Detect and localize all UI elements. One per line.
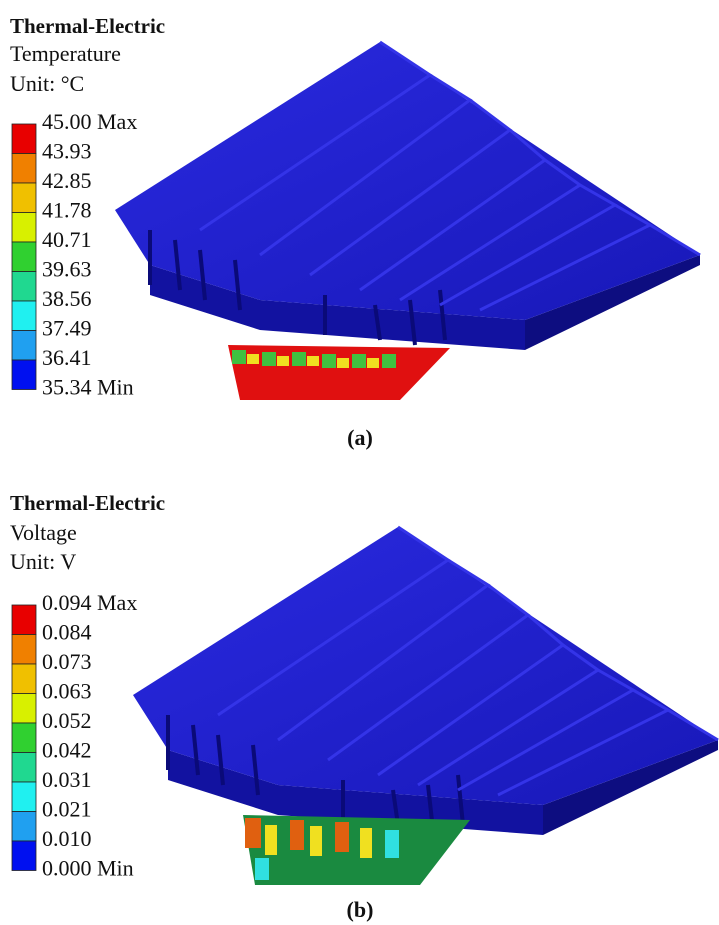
thermoelectric-module [243, 815, 470, 885]
colorbar-label: 35.34 Min [42, 375, 134, 400]
colorbar-segment [12, 694, 36, 724]
panel-title: Thermal-Electric [10, 14, 165, 38]
colorbar-segment [12, 183, 36, 213]
colorbar-label: 43.93 [42, 139, 92, 164]
heat-sink-model [115, 42, 700, 350]
colorbar [12, 124, 36, 390]
colorbar-segment [12, 635, 36, 665]
colorbar [12, 605, 36, 871]
colorbar-label: 0.000 Min [42, 856, 134, 881]
colorbar-labels: 0.094 Max 0.084 0.073 0.063 0.052 0.042 0.031 0… [42, 590, 137, 881]
colorbar-segment [12, 723, 36, 753]
colorbar-label: 0.042 [42, 738, 92, 763]
colorbar-label: 0.052 [42, 708, 92, 733]
colorbar-segment [12, 301, 36, 331]
colorbar-label: 0.073 [42, 649, 92, 674]
panel-b: Thermal-Electric Voltage Unit: V 0.094 M… [10, 491, 718, 922]
colorbar-label: 0.084 [42, 620, 92, 645]
colorbar-segment [12, 841, 36, 871]
colorbar-segment [12, 331, 36, 361]
colorbar-segment [12, 753, 36, 783]
colorbar-segment [12, 782, 36, 812]
colorbar-segment [12, 213, 36, 243]
colorbar-segment [12, 664, 36, 694]
unit-label: Unit: V [10, 549, 76, 574]
panel-a: Thermal-Electric Temperature Unit: °C 45… [10, 14, 700, 450]
figure: Thermal-Electric Temperature Unit: °C 45… [0, 0, 719, 925]
colorbar-segment [12, 242, 36, 272]
quantity-label: Temperature [10, 41, 121, 66]
colorbar-label: 0.031 [42, 767, 92, 792]
colorbar-label: 38.56 [42, 286, 92, 311]
thermoelectric-module [228, 345, 450, 400]
colorbar-segment [12, 124, 36, 154]
colorbar-segment [12, 812, 36, 842]
colorbar-label: 45.00 Max [42, 109, 137, 134]
colorbar-segment [12, 154, 36, 184]
caption: (b) [347, 897, 374, 922]
colorbar-label: 0.063 [42, 679, 92, 704]
panel-title: Thermal-Electric [10, 491, 165, 515]
heat-sink-model [133, 527, 718, 835]
colorbar-label: 0.094 Max [42, 590, 137, 615]
quantity-label: Voltage [10, 520, 77, 545]
colorbar-label: 37.49 [42, 316, 92, 341]
colorbar-label: 41.78 [42, 198, 92, 223]
colorbar-segment [12, 272, 36, 302]
colorbar-label: 40.71 [42, 227, 92, 252]
colorbar-label: 36.41 [42, 345, 92, 370]
colorbar-segment [12, 360, 36, 390]
caption: (a) [347, 425, 373, 450]
unit-label: Unit: °C [10, 71, 84, 96]
colorbar-label: 0.010 [42, 826, 92, 851]
colorbar-label: 42.85 [42, 168, 92, 193]
colorbar-label: 0.021 [42, 797, 92, 822]
colorbar-segment [12, 605, 36, 635]
colorbar-label: 39.63 [42, 257, 92, 282]
colorbar-labels: 45.00 Max 43.93 42.85 41.78 40.71 39.63 38.56 3… [42, 109, 137, 400]
